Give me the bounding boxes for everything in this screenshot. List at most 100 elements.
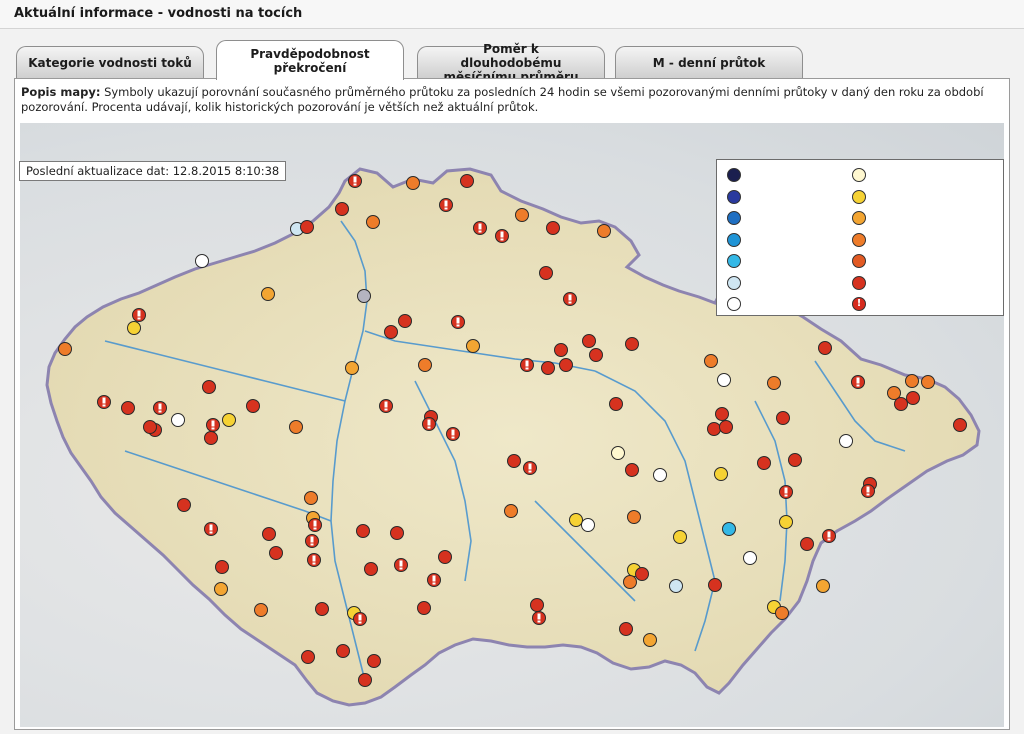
- station-marker[interactable]: [300, 220, 314, 234]
- station-marker[interactable]: [788, 453, 802, 467]
- station-marker[interactable]: [398, 314, 412, 328]
- station-marker[interactable]: [818, 341, 832, 355]
- station-marker[interactable]: [195, 254, 209, 268]
- station-marker[interactable]: [717, 373, 731, 387]
- station-marker[interactable]: [177, 498, 191, 512]
- station-marker[interactable]: [315, 602, 329, 616]
- station-marker[interactable]: [653, 468, 667, 482]
- station-marker[interactable]: [715, 407, 729, 421]
- station-marker[interactable]: [384, 325, 398, 339]
- station-marker[interactable]: [335, 202, 349, 216]
- station-marker[interactable]: [743, 551, 757, 565]
- station-marker[interactable]: [611, 446, 625, 460]
- station-marker[interactable]: [894, 397, 908, 411]
- station-marker[interactable]: [289, 420, 303, 434]
- station-marker[interactable]: [406, 176, 420, 190]
- station-marker[interactable]: [719, 420, 733, 434]
- station-marker[interactable]: [202, 380, 216, 394]
- station-marker[interactable]: [304, 491, 318, 505]
- station-marker[interactable]: [707, 422, 721, 436]
- station-marker[interactable]: [757, 456, 771, 470]
- station-marker[interactable]: [597, 224, 611, 238]
- station-marker[interactable]: [222, 413, 236, 427]
- station-marker[interactable]: [254, 603, 268, 617]
- station-marker[interactable]: [438, 550, 452, 564]
- station-marker[interactable]: [418, 358, 432, 372]
- station-marker[interactable]: [515, 208, 529, 222]
- station-marker[interactable]: [623, 575, 637, 589]
- station-marker[interactable]: [336, 644, 350, 658]
- station-marker[interactable]: [262, 527, 276, 541]
- station-marker[interactable]: [204, 431, 218, 445]
- station-marker[interactable]: [673, 530, 687, 544]
- station-marker[interactable]: [356, 524, 370, 538]
- station-marker[interactable]: [357, 289, 371, 303]
- station-marker[interactable]: [905, 374, 919, 388]
- station-marker[interactable]: [704, 354, 718, 368]
- station-marker[interactable]: [589, 348, 603, 362]
- tab-m-denni-prutok[interactable]: M - denní průtok: [615, 46, 803, 78]
- station-marker[interactable]: [417, 601, 431, 615]
- station-marker[interactable]: [504, 504, 518, 518]
- station-marker[interactable]: [776, 411, 790, 425]
- station-marker[interactable]: [714, 467, 728, 481]
- station-marker[interactable]: [390, 526, 404, 540]
- station-marker[interactable]: [767, 376, 781, 390]
- station-marker[interactable]: [887, 386, 901, 400]
- station-marker[interactable]: [708, 578, 722, 592]
- legend-symbol: [852, 189, 866, 204]
- station-marker[interactable]: [143, 420, 157, 434]
- station-marker[interactable]: [127, 321, 141, 335]
- station-marker[interactable]: [800, 537, 814, 551]
- station-marker[interactable]: [643, 633, 657, 647]
- station-marker[interactable]: [722, 522, 736, 536]
- station-marker[interactable]: [541, 361, 555, 375]
- station-marker[interactable]: [214, 582, 228, 596]
- station-marker[interactable]: [779, 515, 793, 529]
- station-marker[interactable]: [460, 174, 474, 188]
- station-marker[interactable]: [58, 342, 72, 356]
- exclamation-dot: [500, 238, 504, 241]
- station-marker[interactable]: [466, 339, 480, 353]
- station-marker[interactable]: [367, 654, 381, 668]
- station-marker[interactable]: [569, 513, 583, 527]
- station-marker[interactable]: [364, 562, 378, 576]
- station-marker[interactable]: [546, 221, 560, 235]
- station-marker[interactable]: [625, 337, 639, 351]
- station-marker[interactable]: [619, 622, 633, 636]
- station-marker[interactable]: [215, 560, 229, 574]
- station-marker[interactable]: [953, 418, 967, 432]
- station-marker[interactable]: [581, 518, 595, 532]
- exclamation-icon: [211, 420, 215, 427]
- station-marker[interactable]: [627, 510, 641, 524]
- station-marker[interactable]: [921, 375, 935, 389]
- legend-symbol: [852, 211, 866, 225]
- station-marker[interactable]: [775, 606, 789, 620]
- station-marker[interactable]: [625, 463, 639, 477]
- tab-pravdepodobnost-prekroceni[interactable]: Pravděpodobnost překročení: [216, 40, 404, 80]
- station-marker[interactable]: [345, 361, 359, 375]
- station-marker[interactable]: [635, 567, 649, 581]
- station-marker[interactable]: [539, 266, 553, 280]
- station-marker[interactable]: [358, 673, 372, 687]
- station-marker[interactable]: [906, 391, 920, 405]
- tab-kategorie-vodnosti[interactable]: Kategorie vodnosti toků: [16, 46, 204, 78]
- exclamation-icon: [478, 223, 482, 230]
- station-marker[interactable]: [839, 434, 853, 448]
- station-marker[interactable]: [582, 334, 596, 348]
- station-marker[interactable]: [171, 413, 185, 427]
- station-marker[interactable]: [530, 598, 544, 612]
- station-marker[interactable]: [121, 401, 135, 415]
- station-marker[interactable]: [559, 358, 573, 372]
- station-marker[interactable]: [609, 397, 623, 411]
- tab-pomer-k-prumeru[interactable]: Poměr k dlouhodobému měsíčnímu průměru: [417, 42, 605, 84]
- station-marker[interactable]: [816, 579, 830, 593]
- station-marker[interactable]: [269, 546, 283, 560]
- station-marker[interactable]: [366, 215, 380, 229]
- station-marker[interactable]: [261, 287, 275, 301]
- station-marker[interactable]: [669, 579, 683, 593]
- station-marker[interactable]: [554, 343, 568, 357]
- station-marker[interactable]: [246, 399, 260, 413]
- station-marker[interactable]: [301, 650, 315, 664]
- station-marker[interactable]: [507, 454, 521, 468]
